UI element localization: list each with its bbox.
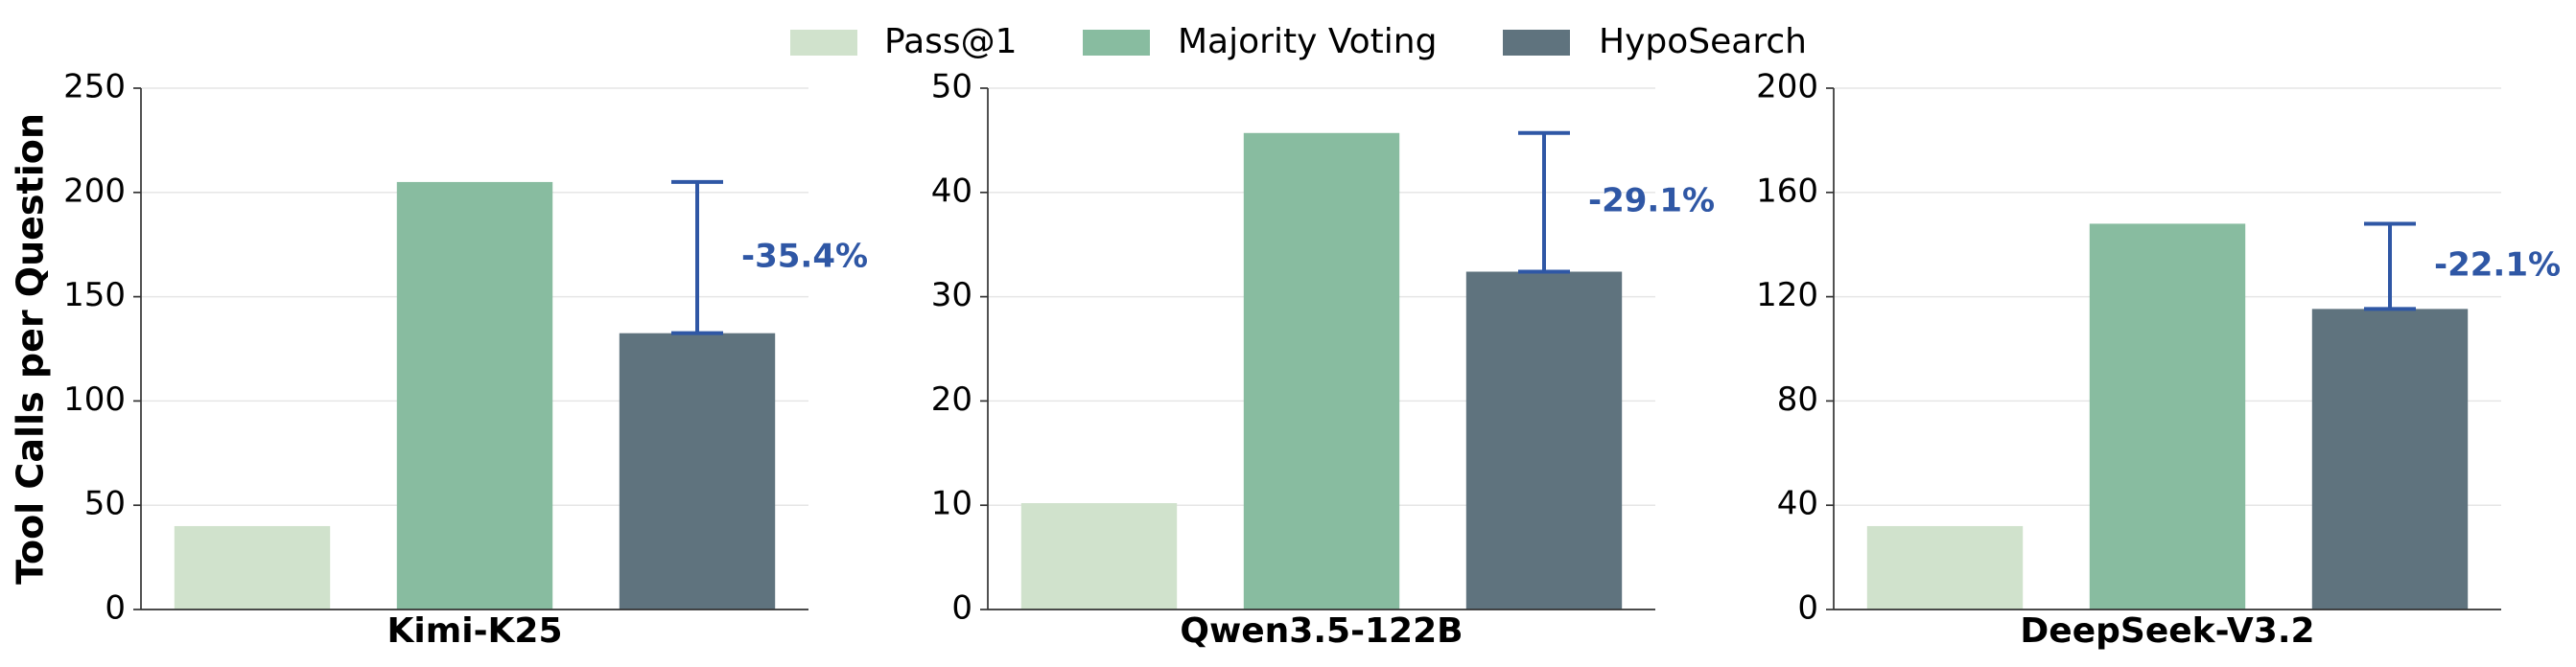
y-tick-label: 0 [951, 589, 972, 628]
legend-swatch [790, 30, 857, 56]
y-tick-label: 10 [931, 485, 972, 523]
reduction-bracket [671, 179, 723, 335]
y-tick-label: 50 [84, 485, 126, 523]
y-tick-label: 150 [63, 276, 126, 314]
reduction-bracket [1518, 130, 1570, 274]
annotation: -35.4% [741, 237, 868, 275]
bar [1020, 503, 1178, 610]
bar [1243, 132, 1400, 610]
legend-label: HypoSearch [1599, 22, 1807, 61]
y-tick-label: 40 [931, 172, 972, 210]
bar [174, 525, 331, 610]
bar [396, 181, 553, 610]
y-tick-label: 160 [1756, 172, 1818, 210]
y-tick-label: 20 [931, 380, 972, 419]
bar [2089, 223, 2246, 610]
annotation: -22.1% [2434, 245, 2561, 284]
bar [2311, 309, 2469, 610]
legend-swatch [1083, 30, 1150, 56]
y-tick-label: 80 [1777, 380, 1818, 419]
y-tick-label: 120 [1756, 276, 1818, 314]
y-tick-label: 250 [63, 68, 126, 106]
bar [619, 333, 776, 610]
y-tick-label: 200 [63, 172, 126, 210]
legend-swatch [1503, 30, 1570, 56]
y-axis-label: Tool Calls per Question [10, 113, 52, 585]
reduction-bracket [2364, 221, 2416, 311]
y-tick-label: 0 [105, 589, 126, 628]
x-category-label: Kimi-K25 [386, 611, 562, 651]
bar [1465, 271, 1623, 610]
y-tick-label: 50 [931, 68, 972, 106]
y-tick-label: 200 [1756, 68, 1818, 106]
y-tick-label: 40 [1777, 485, 1818, 523]
y-tick-label: 30 [931, 276, 972, 314]
annotation: -29.1% [1588, 182, 1715, 220]
y-tick-label: 100 [63, 380, 126, 419]
x-category-label: DeepSeek-V3.2 [2020, 611, 2314, 651]
x-category-label: Qwen3.5-122B [1180, 611, 1463, 651]
legend-label: Pass@1 [884, 22, 1018, 61]
legend-label: Majority Voting [1178, 22, 1437, 61]
bar [1866, 525, 2024, 610]
y-tick-label: 0 [1797, 589, 1818, 628]
